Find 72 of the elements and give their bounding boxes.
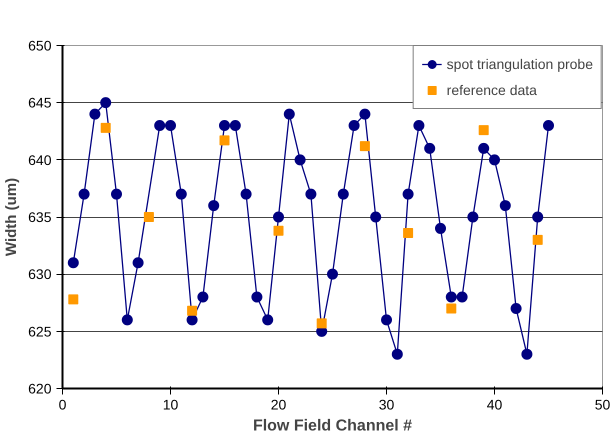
y-tick-label: 640 — [28, 152, 52, 168]
point — [489, 154, 500, 166]
point — [532, 212, 544, 222]
point — [521, 348, 532, 360]
point — [89, 108, 100, 120]
legend-label: reference data — [446, 82, 537, 98]
point — [402, 188, 414, 200]
y-tick-label: 630 — [28, 266, 52, 282]
point — [360, 141, 370, 152]
point — [176, 188, 187, 200]
point — [446, 303, 456, 314]
point — [500, 200, 511, 212]
point — [478, 142, 490, 154]
legend-label: spot triangulation probe — [446, 56, 593, 72]
point — [154, 120, 166, 132]
point — [338, 188, 349, 200]
x-tick-label: 0 — [58, 396, 67, 412]
point — [251, 292, 262, 303]
y-tick-label: 645 — [28, 94, 52, 111]
y-tick-label: 625 — [28, 323, 52, 340]
point — [220, 135, 230, 146]
y-tick-label: 635 — [28, 209, 52, 225]
point — [327, 268, 338, 280]
point — [424, 142, 436, 154]
point — [197, 292, 208, 303]
x-tick-label: 40 — [486, 396, 502, 412]
point — [370, 212, 382, 222]
point — [165, 120, 176, 132]
point — [132, 257, 144, 268]
point — [348, 120, 360, 132]
point — [510, 302, 522, 314]
point — [381, 314, 392, 326]
point — [532, 234, 543, 245]
point — [456, 292, 468, 303]
point — [68, 294, 78, 304]
point — [543, 120, 554, 132]
y-tick-label: 620 — [28, 380, 52, 396]
point — [68, 257, 79, 268]
point — [100, 122, 111, 133]
x-tick-label: 50 — [594, 396, 610, 412]
point — [446, 292, 457, 303]
point — [392, 348, 403, 360]
point — [230, 120, 241, 132]
point — [478, 125, 489, 136]
point — [100, 97, 112, 108]
point — [273, 212, 284, 222]
point — [359, 108, 370, 120]
x-axis-title: Flow Field Channel # — [252, 418, 412, 434]
point — [294, 154, 306, 166]
point — [316, 318, 327, 328]
y-axis-title: Width (um) — [3, 178, 20, 256]
point — [186, 314, 198, 326]
x-tick-label: 30 — [378, 396, 394, 412]
point — [467, 212, 478, 222]
point — [122, 314, 133, 326]
point — [413, 120, 424, 132]
point — [284, 108, 295, 120]
point — [111, 188, 122, 200]
point — [78, 188, 90, 200]
point — [208, 200, 220, 212]
point — [403, 228, 414, 238]
point — [187, 306, 198, 316]
point — [435, 222, 446, 234]
point — [219, 120, 230, 132]
x-tick-label: 10 — [162, 396, 178, 412]
point — [240, 188, 252, 200]
point — [144, 212, 154, 222]
x-tick-label: 20 — [270, 396, 286, 412]
point — [305, 188, 316, 200]
point — [262, 314, 274, 326]
y-tick-label: 650 — [28, 38, 52, 54]
point — [274, 226, 284, 236]
